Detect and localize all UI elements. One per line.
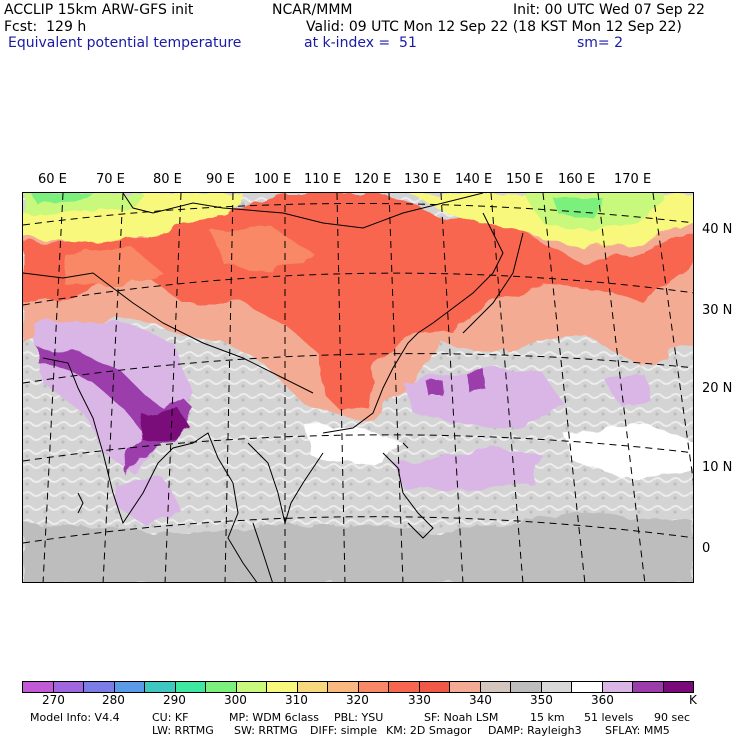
colorbar-swatch [84, 682, 115, 692]
footer-item: 15 km [530, 711, 565, 724]
thetae-365-patch [603, 373, 653, 408]
colorbar-swatch [206, 682, 237, 692]
colorbar-label: 280 [102, 693, 125, 707]
map-canvas [23, 193, 693, 582]
colorbar-unit: K [689, 693, 697, 707]
colorbar-swatch [175, 682, 206, 692]
model-title: ACCLIP 15km ARW-GFS init [4, 2, 194, 18]
colorbar-swatch [328, 682, 359, 692]
graticule [23, 193, 693, 582]
field-name: Equivalent potential temperature [8, 35, 242, 51]
lon-label: 140 E [455, 172, 493, 187]
colorbar-label: 320 [346, 693, 369, 707]
colorbar-label: 300 [224, 693, 247, 707]
forecast-hour: Fcst: 129 h [4, 19, 87, 35]
valid-time: Valid: 09 UTC Mon 12 Sep 22 (18 KST Mon … [306, 19, 682, 35]
colorbar-swatch [53, 682, 84, 692]
lon-label: 70 E [96, 172, 125, 187]
thetae-350-patch [23, 513, 693, 582]
colorbar-swatch [114, 682, 145, 692]
lat-label: 40 N [702, 222, 733, 237]
init-time: Init: 00 UTC Wed 07 Sep 22 [513, 2, 705, 18]
colorbar-swatch [633, 682, 664, 692]
footer-item: SF: Noah LSM [424, 711, 499, 724]
lon-label: 80 E [153, 172, 182, 187]
thetae-365-patch [428, 381, 445, 398]
footer-item: KM: 2D Smagor [386, 724, 472, 737]
colorbar-label: 330 [408, 693, 431, 707]
coastlines [23, 193, 524, 582]
thetae-375-core [141, 408, 188, 443]
colorbar-swatch [145, 682, 176, 692]
footer-item: Model Info: V4.4 [30, 711, 120, 724]
colorbar-swatch [297, 682, 328, 692]
lat-label: 30 N [702, 303, 733, 318]
colorbar-swatch [480, 682, 511, 692]
thetae-365-patch [393, 448, 543, 493]
colorbar-swatch [267, 682, 298, 692]
footer-item: PBL: YSU [334, 711, 384, 724]
colorbar-swatch [236, 682, 267, 692]
thetae-330-band [23, 193, 693, 413]
lon-label: 100 E [254, 172, 292, 187]
colorbar-label: 310 [285, 693, 308, 707]
footer-item: 51 levels [584, 711, 634, 724]
colorbar-swatch [663, 682, 693, 692]
colorbar-swatch [541, 682, 572, 692]
lon-label: 60 E [38, 172, 67, 187]
colorbar-swatch [23, 682, 54, 692]
colorbar-swatch [358, 682, 389, 692]
footer-item: SFLAY: MM5 [605, 724, 670, 737]
colorbar-label: 360 [591, 693, 614, 707]
thetae-370-spot [463, 368, 485, 391]
footer-item: DIFF: simple [310, 724, 378, 737]
thetae-360-patch [563, 423, 693, 478]
lat-label: 20 N [702, 381, 733, 396]
level-label: at k-index = 51 [304, 35, 417, 51]
lon-label: 170 E [614, 172, 652, 187]
thetae-320-patch [63, 248, 163, 288]
lat-label: 0 [702, 541, 711, 556]
lon-label: 130 E [404, 172, 442, 187]
lon-label: 120 E [354, 172, 392, 187]
color-scale-bar [22, 681, 694, 693]
footer-item: SW: RRTMG [234, 724, 298, 737]
colorbar-label: 290 [163, 693, 186, 707]
colorbar-swatch [419, 682, 450, 692]
lat-label: 10 N [702, 460, 733, 475]
lon-label: 150 E [506, 172, 544, 187]
footer-item: DAMP: Rayleigh3 [488, 724, 582, 737]
footer-item: LW: RRTMG [152, 724, 214, 737]
lon-label: 160 E [558, 172, 596, 187]
thetae-370-band [38, 348, 193, 473]
colorbar-swatch [389, 682, 420, 692]
lon-label: 110 E [304, 172, 342, 187]
theta-e-map [22, 192, 694, 583]
colorbar-label: 270 [42, 693, 65, 707]
smoothing-label: sm= 2 [577, 35, 624, 51]
footer-item: CU: KF [152, 711, 189, 724]
colorbar-label: 350 [530, 693, 553, 707]
colorbar-label: 340 [469, 693, 492, 707]
center-label: NCAR/MMM [272, 2, 353, 18]
lon-label: 90 E [206, 172, 235, 187]
footer-item: 90 sec [654, 711, 691, 724]
footer-item: MP: WDM 6class [229, 711, 319, 724]
thetae-320-patch [213, 228, 313, 273]
thetae-360-patch [303, 423, 403, 463]
colorbar-swatch [511, 682, 542, 692]
colorbar-swatch [602, 682, 633, 692]
colorbar-swatch [572, 682, 603, 692]
colorbar-swatch [450, 682, 481, 692]
